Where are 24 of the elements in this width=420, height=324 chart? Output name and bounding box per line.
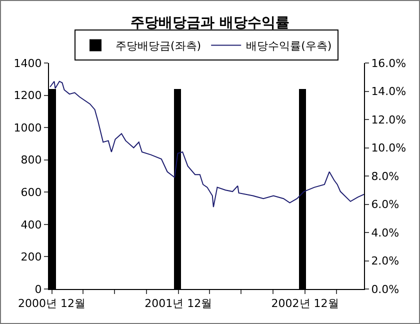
y2-tick-label: 10.0% bbox=[371, 142, 406, 155]
y-tick-label: 800 bbox=[20, 154, 42, 167]
y2-tick-label: 14.0% bbox=[371, 85, 406, 98]
y2-tick-label: 16.0% bbox=[371, 56, 406, 70]
y-tick-label: 1000 bbox=[14, 121, 42, 134]
y2-tick-label: 2.0% bbox=[371, 254, 400, 268]
y2-tick-label: 8.0% bbox=[371, 170, 400, 183]
chart-title: 주당배당금과 배당수익률 bbox=[130, 14, 290, 31]
x-tick-label: 2001년 12월 bbox=[144, 297, 212, 310]
y2-tick-label: 6.0% bbox=[371, 198, 400, 212]
line-series bbox=[50, 80, 364, 208]
y-tick-label: 0 bbox=[34, 282, 42, 296]
legend-label: 주당배당금(좌측) bbox=[116, 40, 202, 53]
y-tick-label: 600 bbox=[20, 186, 42, 199]
y2-tick-label: 12.0% bbox=[371, 113, 406, 126]
y2-tick-label: 4.0% bbox=[371, 226, 400, 240]
legend-label: 배당수익률(우측) bbox=[246, 40, 332, 53]
y-tick-label: 1400 bbox=[14, 56, 42, 70]
y2-tick-label: 0.0% bbox=[371, 282, 400, 296]
x-tick-label: 2002년 12월 bbox=[271, 297, 339, 310]
y-tick-label: 1200 bbox=[14, 89, 42, 102]
y-tick-label: 400 bbox=[20, 218, 42, 232]
x-tick-label: 2000년 12월 bbox=[18, 297, 86, 310]
y-tick-label: 200 bbox=[20, 250, 42, 264]
